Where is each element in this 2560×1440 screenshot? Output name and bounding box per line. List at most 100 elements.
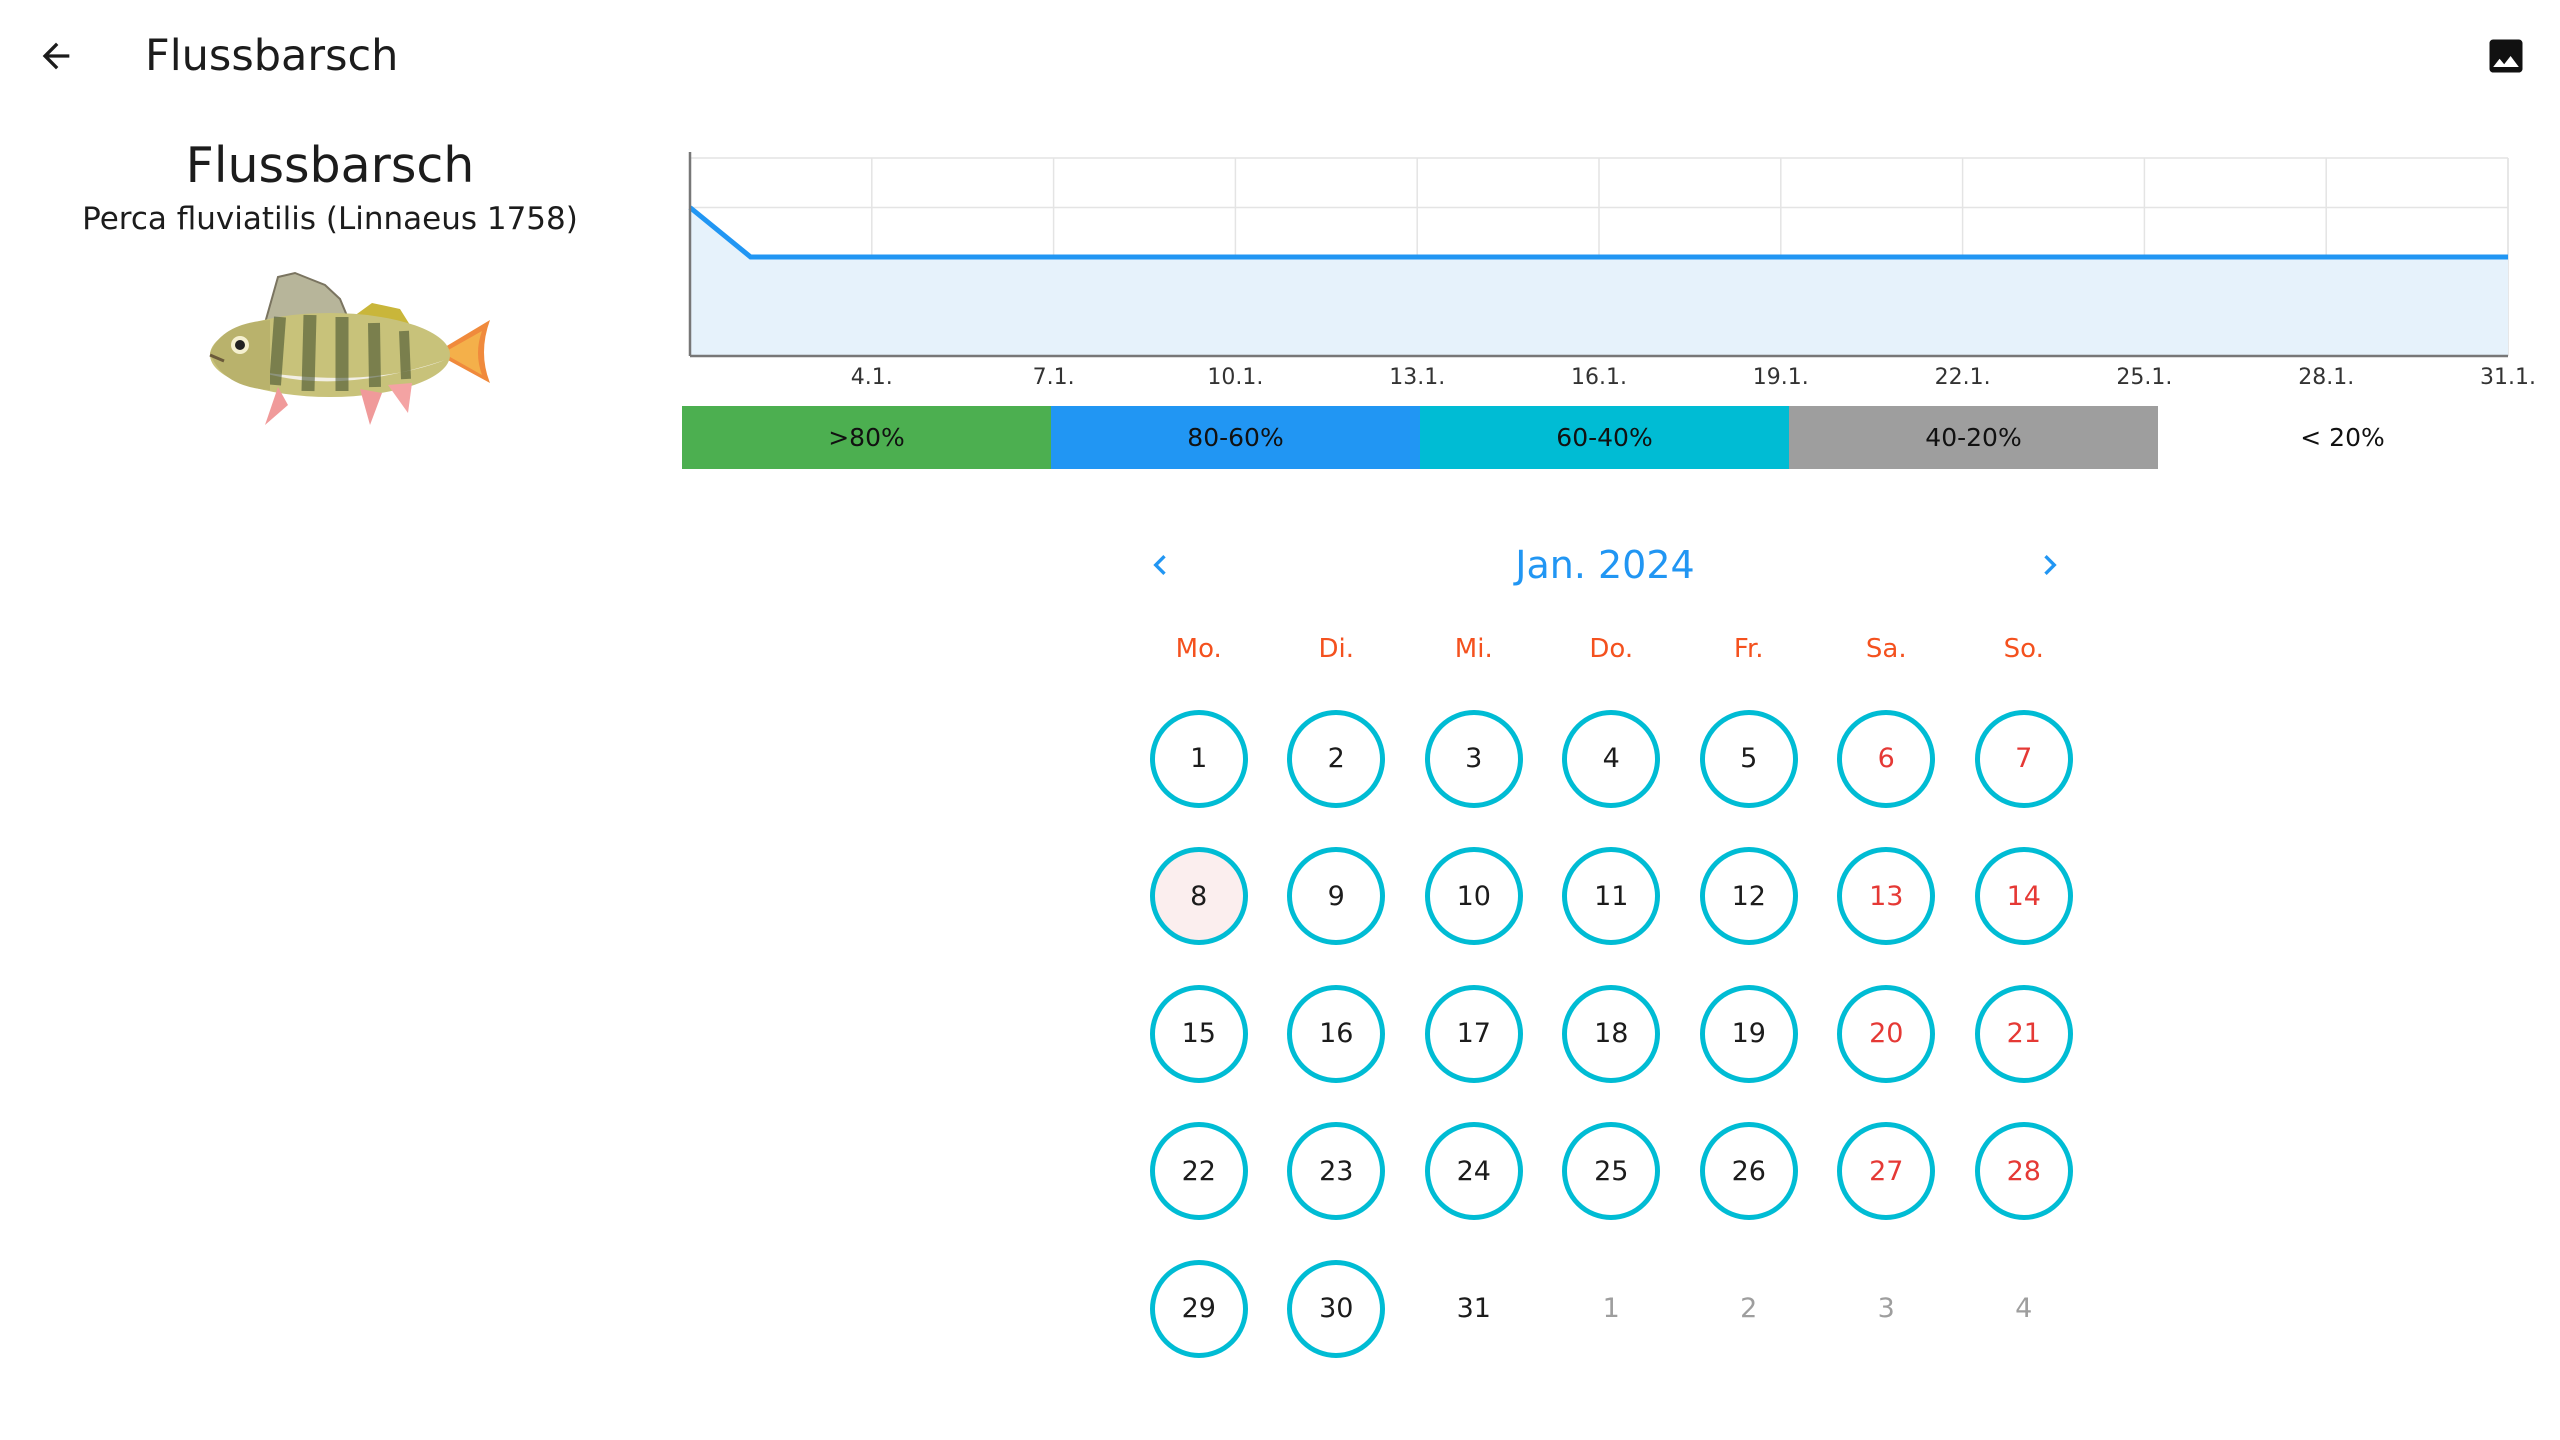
weekday-label: So. bbox=[2003, 634, 2044, 664]
calendar-day-outside-month: 2 bbox=[1680, 1240, 1818, 1378]
calendar-day-label: 12 bbox=[1699, 847, 1798, 946]
calendar-grid: 1 2 3 4 5 6 7 8 9 10 11 12 13 14 15 16 17 18 19 20 21 22 23 24 2… bbox=[1130, 690, 2093, 1378]
weekday-label: Do. bbox=[1589, 634, 1634, 664]
calendar-day-outside-month: 3 bbox=[1818, 1240, 1956, 1378]
calendar-day[interactable]: 8 bbox=[1130, 828, 1268, 966]
calendar-day[interactable]: 3 bbox=[1405, 690, 1543, 828]
legend: >80% 80-60% 60-40% 40-20% < 20% bbox=[682, 406, 2527, 469]
chart-x-tick-label: 28.1. bbox=[2298, 365, 2354, 390]
month-label: Jan. 2024 bbox=[1515, 543, 1695, 587]
calendar-day-label: 4 bbox=[1562, 709, 1661, 808]
chart-x-tick-label: 13.1. bbox=[1389, 365, 1445, 390]
calendar-day-label: 24 bbox=[1424, 1122, 1523, 1221]
legend-segment: 80-60% bbox=[1051, 406, 1420, 469]
calendar-day-label: 6 bbox=[1837, 709, 1936, 808]
calendar-day[interactable]: 17 bbox=[1405, 965, 1543, 1103]
legend-segment: 60-40% bbox=[1420, 406, 1789, 469]
weekday-label: Di. bbox=[1318, 634, 1354, 664]
calendar-day[interactable]: 4 bbox=[1543, 690, 1681, 828]
chart-x-tick-label: 31.1. bbox=[2480, 365, 2536, 390]
calendar-day[interactable]: 12 bbox=[1680, 828, 1818, 966]
calendar-day-label: 18 bbox=[1562, 984, 1661, 1083]
calendar-day[interactable]: 20 bbox=[1818, 965, 1956, 1103]
page-title: Flussbarsch bbox=[145, 31, 399, 81]
calendar-day-label: 4 bbox=[2015, 1293, 2033, 1325]
calendar-day-label: 20 bbox=[1837, 984, 1936, 1083]
calendar-day[interactable]: 15 bbox=[1130, 965, 1268, 1103]
calendar-day[interactable]: 16 bbox=[1268, 965, 1406, 1103]
calendar-day-label: 1 bbox=[1602, 1293, 1620, 1325]
calendar-day-label: 23 bbox=[1287, 1122, 1386, 1221]
calendar-day[interactable]: 25 bbox=[1543, 1103, 1681, 1241]
weekday-label: Fr. bbox=[1733, 634, 1764, 664]
arrow-left-icon bbox=[42, 42, 70, 70]
calendar-day-label: 22 bbox=[1149, 1122, 1248, 1221]
image-icon bbox=[2489, 39, 2523, 73]
calendar-day[interactable]: 2 bbox=[1268, 690, 1406, 828]
calendar-header: Jan. 2024 bbox=[1130, 525, 2080, 605]
calendar-day[interactable]: 21 bbox=[1955, 965, 2093, 1103]
calendar-day-label: 13 bbox=[1837, 847, 1936, 946]
calendar-day-label: 29 bbox=[1149, 1259, 1248, 1358]
calendar-day[interactable]: 13 bbox=[1818, 828, 1956, 966]
calendar-day[interactable]: 31 bbox=[1405, 1240, 1543, 1378]
chart-x-tick-label: 4.1. bbox=[851, 365, 893, 390]
calendar-day[interactable]: 19 bbox=[1680, 965, 1818, 1103]
chart-area-fill bbox=[690, 207, 2508, 356]
probability-chart-svg: 4.1. 7.1. 10.1. 13.1. 16.1. 19.1. 22.1. 25.1. 28… bbox=[688, 152, 2536, 390]
calendar-day[interactable]: 11 bbox=[1543, 828, 1681, 966]
chart-x-tick-label: 25.1. bbox=[2116, 365, 2172, 390]
calendar-day-label: 31 bbox=[1456, 1293, 1491, 1325]
image-button[interactable] bbox=[2480, 30, 2532, 82]
calendar-day[interactable]: 7 bbox=[1955, 690, 2093, 828]
calendar-day-label: 21 bbox=[1974, 984, 2073, 1083]
calendar-day-label: 3 bbox=[1424, 709, 1523, 808]
calendar-day-label: 28 bbox=[1974, 1122, 2073, 1221]
calendar-day-label: 30 bbox=[1287, 1259, 1386, 1358]
calendar-day[interactable]: 14 bbox=[1955, 828, 2093, 966]
chart-x-tick-label: 19.1. bbox=[1753, 365, 1809, 390]
calendar-day-label: 5 bbox=[1699, 709, 1798, 808]
calendar-day-label: 10 bbox=[1424, 847, 1523, 946]
calendar-day[interactable]: 22 bbox=[1130, 1103, 1268, 1241]
next-month-button[interactable] bbox=[2020, 535, 2080, 595]
legend-segment: 40-20% bbox=[1789, 406, 2158, 469]
top-app-bar: Flussbarsch bbox=[0, 0, 2560, 112]
calendar-day-outside-month: 4 bbox=[1955, 1240, 2093, 1378]
perch-fish-illustration bbox=[209, 271, 490, 425]
weekday-row: Mo. Di. Mi. Do. Fr. Sa. So. bbox=[1130, 634, 2093, 664]
weekday-label: Sa. bbox=[1865, 634, 1907, 664]
calendar-day[interactable]: 28 bbox=[1955, 1103, 2093, 1241]
calendar-day[interactable]: 6 bbox=[1818, 690, 1956, 828]
chart-x-tick-label: 16.1. bbox=[1571, 365, 1627, 390]
calendar-day[interactable]: 30 bbox=[1268, 1240, 1406, 1378]
calendar-day-label: 2 bbox=[1287, 709, 1386, 808]
previous-month-button[interactable] bbox=[1130, 535, 1190, 595]
calendar-day[interactable]: 24 bbox=[1405, 1103, 1543, 1241]
calendar-day[interactable]: 18 bbox=[1543, 965, 1681, 1103]
calendar-day[interactable]: 26 bbox=[1680, 1103, 1818, 1241]
calendar-day-label: 27 bbox=[1837, 1122, 1936, 1221]
calendar-day-label: 14 bbox=[1974, 847, 2073, 946]
calendar-day[interactable]: 5 bbox=[1680, 690, 1818, 828]
weekday-label: Mo. bbox=[1175, 634, 1222, 664]
probability-chart: 4.1. 7.1. 10.1. 13.1. 16.1. 19.1. 22.1. 25.1. 28… bbox=[678, 150, 2558, 400]
chart-series-line bbox=[688, 205, 2508, 260]
legend-segment: < 20% bbox=[2158, 406, 2527, 469]
back-button[interactable] bbox=[28, 28, 84, 84]
calendar-day-label: 1 bbox=[1149, 709, 1248, 808]
calendar-day[interactable]: 23 bbox=[1268, 1103, 1406, 1241]
calendar-day[interactable]: 9 bbox=[1268, 828, 1406, 966]
calendar-day-label: 8 bbox=[1149, 847, 1248, 946]
chart-x-tick-label: 10.1. bbox=[1207, 365, 1263, 390]
calendar-day[interactable]: 29 bbox=[1130, 1240, 1268, 1378]
chart-x-tick-label: 7.1. bbox=[1033, 365, 1075, 390]
calendar-day-label: 26 bbox=[1699, 1122, 1798, 1221]
chart-x-tick-label: 22.1. bbox=[1935, 365, 1991, 390]
calendar-day-label: 19 bbox=[1699, 984, 1798, 1083]
fish-info-panel: Flussbarsch Perca fluviatilis (Linnaeus … bbox=[30, 135, 630, 435]
calendar-day-label: 7 bbox=[1974, 709, 2073, 808]
calendar-day[interactable]: 10 bbox=[1405, 828, 1543, 966]
calendar-day[interactable]: 27 bbox=[1818, 1103, 1956, 1241]
calendar-day[interactable]: 1 bbox=[1130, 690, 1268, 828]
